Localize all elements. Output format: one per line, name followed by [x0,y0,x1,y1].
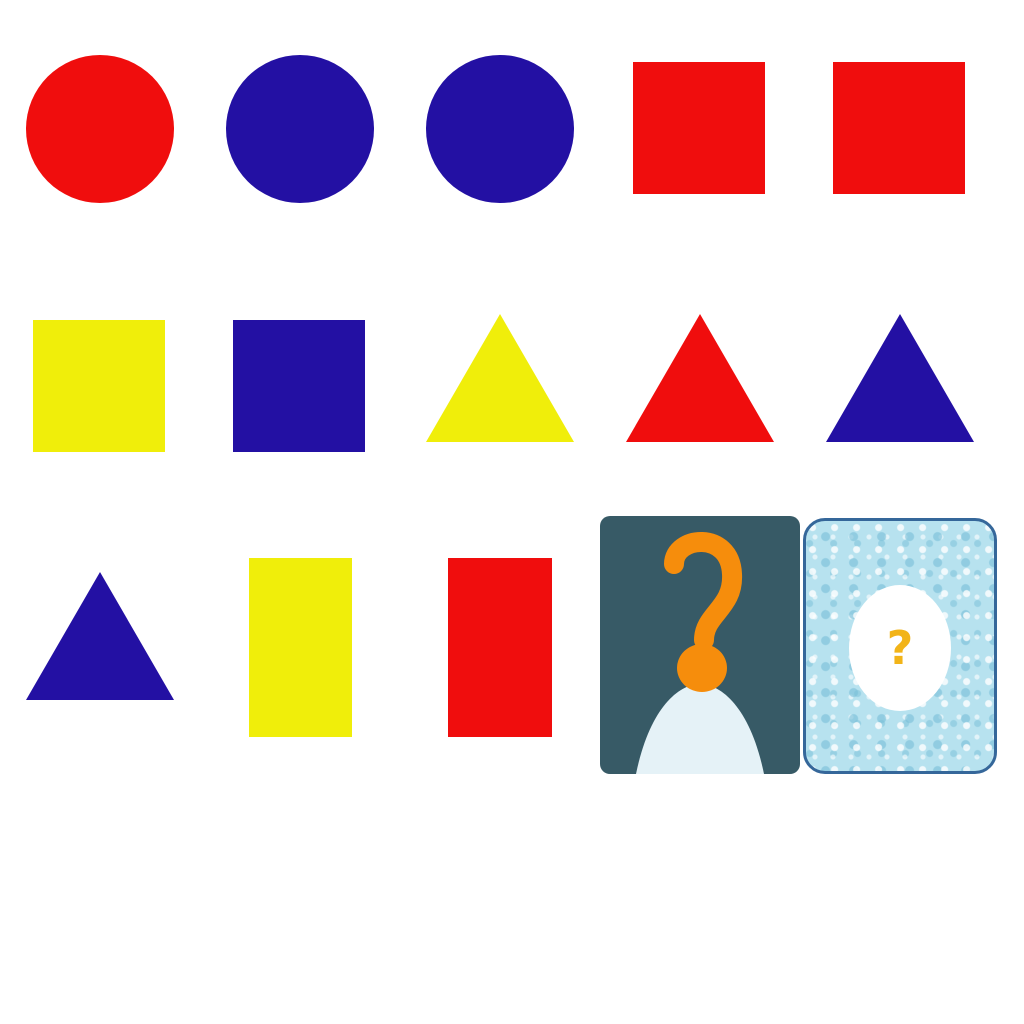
mystery-card[interactable]: ? [803,518,997,774]
red-rectangle-piece[interactable] [448,558,552,737]
question-person-icon [636,532,764,774]
yellow-triangle-piece[interactable] [426,314,574,442]
yellow-rectangle-piece[interactable] [249,558,352,737]
blue-square-piece[interactable] [233,320,365,452]
red-square-piece[interactable] [633,62,765,194]
card-oval: ? [849,585,951,711]
red-triangle-piece[interactable] [626,314,774,442]
red-circle-piece[interactable] [26,55,174,203]
blue-circle-piece[interactable] [226,55,374,203]
blue-triangle-piece[interactable] [826,314,974,442]
red-square-piece[interactable] [833,62,965,194]
question-mark-icon: ? [886,621,914,675]
yellow-square-piece[interactable] [33,320,165,452]
blue-circle-piece[interactable] [426,55,574,203]
mystery-person-card[interactable] [600,516,800,774]
blue-triangle-piece[interactable] [26,572,174,700]
